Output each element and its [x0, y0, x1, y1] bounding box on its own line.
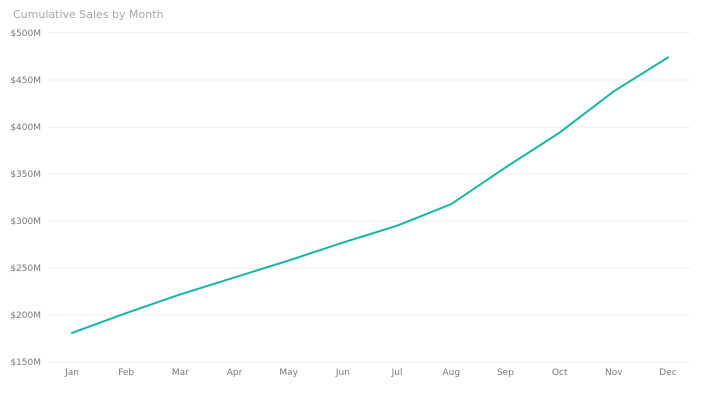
data-point[interactable]: [229, 271, 241, 283]
y-tick-label: $150M: [10, 358, 41, 368]
data-point[interactable]: [554, 127, 566, 139]
data-point[interactable]: [499, 161, 511, 173]
chart-title: Cumulative Sales by Month: [13, 8, 164, 21]
x-tick-label: May: [279, 368, 298, 378]
y-tick-label: $250M: [10, 264, 41, 274]
x-tick-label: Dec: [659, 368, 676, 378]
data-point[interactable]: [283, 254, 295, 266]
y-tick-label: $200M: [10, 311, 41, 321]
y-tick-label: $350M: [10, 170, 41, 180]
y-tick-label: $500M: [10, 29, 41, 39]
data-point[interactable]: [391, 220, 403, 232]
x-tick-label: Feb: [118, 368, 134, 378]
series-line: [71, 56, 669, 334]
data-point[interactable]: [66, 327, 78, 339]
x-tick-label: Oct: [552, 368, 568, 378]
x-tick-label: Apr: [227, 368, 243, 378]
x-tick-label: Aug: [442, 368, 460, 378]
data-point[interactable]: [608, 85, 620, 97]
data-point[interactable]: [337, 237, 349, 249]
x-tick-label: Mar: [172, 368, 189, 378]
data-point[interactable]: [445, 198, 457, 210]
x-tick-label: Sep: [497, 368, 514, 378]
x-tick-label: Jul: [391, 368, 403, 378]
y-tick-label: $400M: [10, 123, 41, 133]
x-tick-label: Nov: [605, 368, 623, 378]
x-tick-label: Jun: [335, 368, 350, 378]
y-tick-label: $450M: [10, 76, 41, 86]
x-tick-label: Jan: [64, 368, 79, 378]
data-point[interactable]: [662, 51, 674, 63]
data-point[interactable]: [174, 288, 186, 300]
y-tick-label: $300M: [10, 217, 41, 227]
data-point[interactable]: [120, 307, 132, 319]
